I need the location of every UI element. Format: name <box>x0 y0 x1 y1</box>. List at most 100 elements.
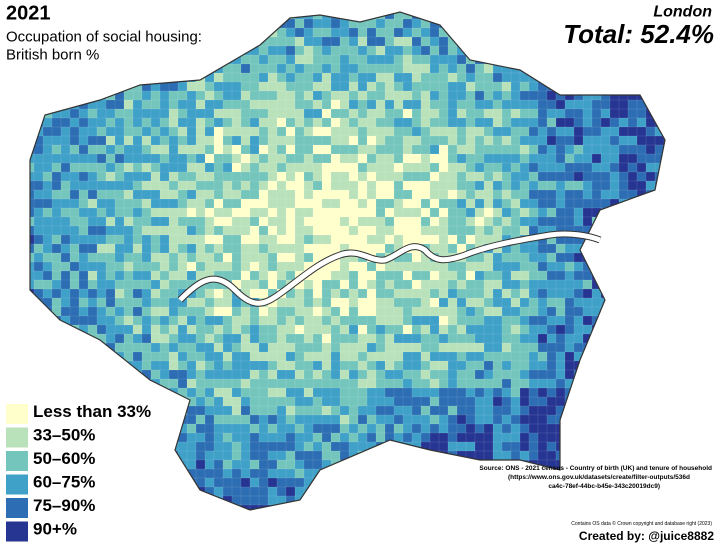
map-area <box>114 108 125 119</box>
map-area <box>420 72 431 83</box>
map-area <box>600 72 611 83</box>
map-area <box>546 387 557 398</box>
map-area <box>267 153 278 164</box>
map-area <box>141 225 152 236</box>
map-area <box>457 514 467 524</box>
map-area <box>141 45 152 56</box>
map-area <box>582 54 593 65</box>
map-area <box>87 81 98 92</box>
map-area <box>384 36 395 47</box>
map-area <box>51 126 62 137</box>
map-area <box>564 405 575 416</box>
map-area <box>123 234 134 245</box>
map-area <box>30 324 35 335</box>
map-area <box>627 234 638 245</box>
map-area <box>276 306 287 317</box>
map-area <box>105 207 116 218</box>
map-area <box>609 189 620 200</box>
map-area <box>69 351 80 362</box>
map-area <box>249 414 260 425</box>
map-area <box>42 243 53 254</box>
map-area <box>321 342 332 353</box>
map-area <box>69 333 80 344</box>
map-area <box>555 315 566 326</box>
map-area <box>96 378 107 389</box>
map-area <box>177 99 188 110</box>
map-area <box>663 90 665 101</box>
map-area <box>429 63 440 74</box>
map-area <box>474 180 485 191</box>
map-area <box>186 297 197 308</box>
map-area <box>582 63 593 74</box>
map-area <box>249 162 260 173</box>
map-area <box>474 45 485 56</box>
map-area <box>627 117 638 128</box>
map-area <box>249 495 260 506</box>
map-area <box>474 486 485 497</box>
map-area <box>78 333 89 344</box>
map-area <box>375 423 386 434</box>
map-area <box>249 72 260 83</box>
map-area <box>159 234 170 245</box>
map-area <box>285 153 296 164</box>
map-area <box>186 54 197 65</box>
map-area <box>30 108 35 119</box>
map-area <box>114 342 125 353</box>
map-area <box>636 108 647 119</box>
map-area <box>42 297 53 308</box>
map-area <box>393 477 404 488</box>
map-area <box>438 279 449 290</box>
map-area <box>636 252 647 263</box>
map-area <box>321 63 332 74</box>
map-area <box>285 171 296 182</box>
map-area <box>663 279 665 290</box>
map-area <box>537 288 548 299</box>
map-area <box>366 333 377 344</box>
map-area <box>312 108 323 119</box>
map-area <box>528 36 539 47</box>
map-area <box>267 171 278 182</box>
map-area <box>195 12 206 20</box>
map-area <box>456 90 467 101</box>
map-area <box>600 108 611 119</box>
map-area <box>267 405 278 416</box>
map-area <box>276 486 287 497</box>
map-area <box>258 198 269 209</box>
map-area <box>114 225 125 236</box>
map-area <box>312 315 323 326</box>
map-area <box>231 36 242 47</box>
map-area <box>348 288 359 299</box>
map-area <box>42 387 53 398</box>
map-area <box>393 108 404 119</box>
map-area <box>420 414 431 425</box>
map-area <box>510 405 521 416</box>
map-area <box>654 198 665 209</box>
map-area <box>438 441 449 452</box>
map-area <box>231 243 242 254</box>
map-area <box>546 216 557 227</box>
map-area <box>564 189 575 200</box>
map-area <box>402 351 413 362</box>
map-area <box>231 72 242 83</box>
map-area <box>402 378 413 389</box>
map-area <box>33 144 44 155</box>
map-area <box>357 117 368 128</box>
map-area <box>618 12 629 20</box>
map-area <box>285 135 296 146</box>
map-area <box>303 396 314 407</box>
map-area <box>249 180 260 191</box>
map-area <box>384 99 395 110</box>
map-area <box>402 387 413 398</box>
map-area <box>636 270 647 281</box>
map-area <box>312 198 323 209</box>
map-area <box>645 198 656 209</box>
map-area <box>537 117 548 128</box>
map-area <box>231 252 242 263</box>
map-area <box>78 279 89 290</box>
map-area <box>528 495 539 506</box>
map-area <box>312 243 323 254</box>
map-area <box>114 333 125 344</box>
map-area <box>636 180 647 191</box>
map-area <box>429 153 440 164</box>
map-area <box>366 162 377 173</box>
